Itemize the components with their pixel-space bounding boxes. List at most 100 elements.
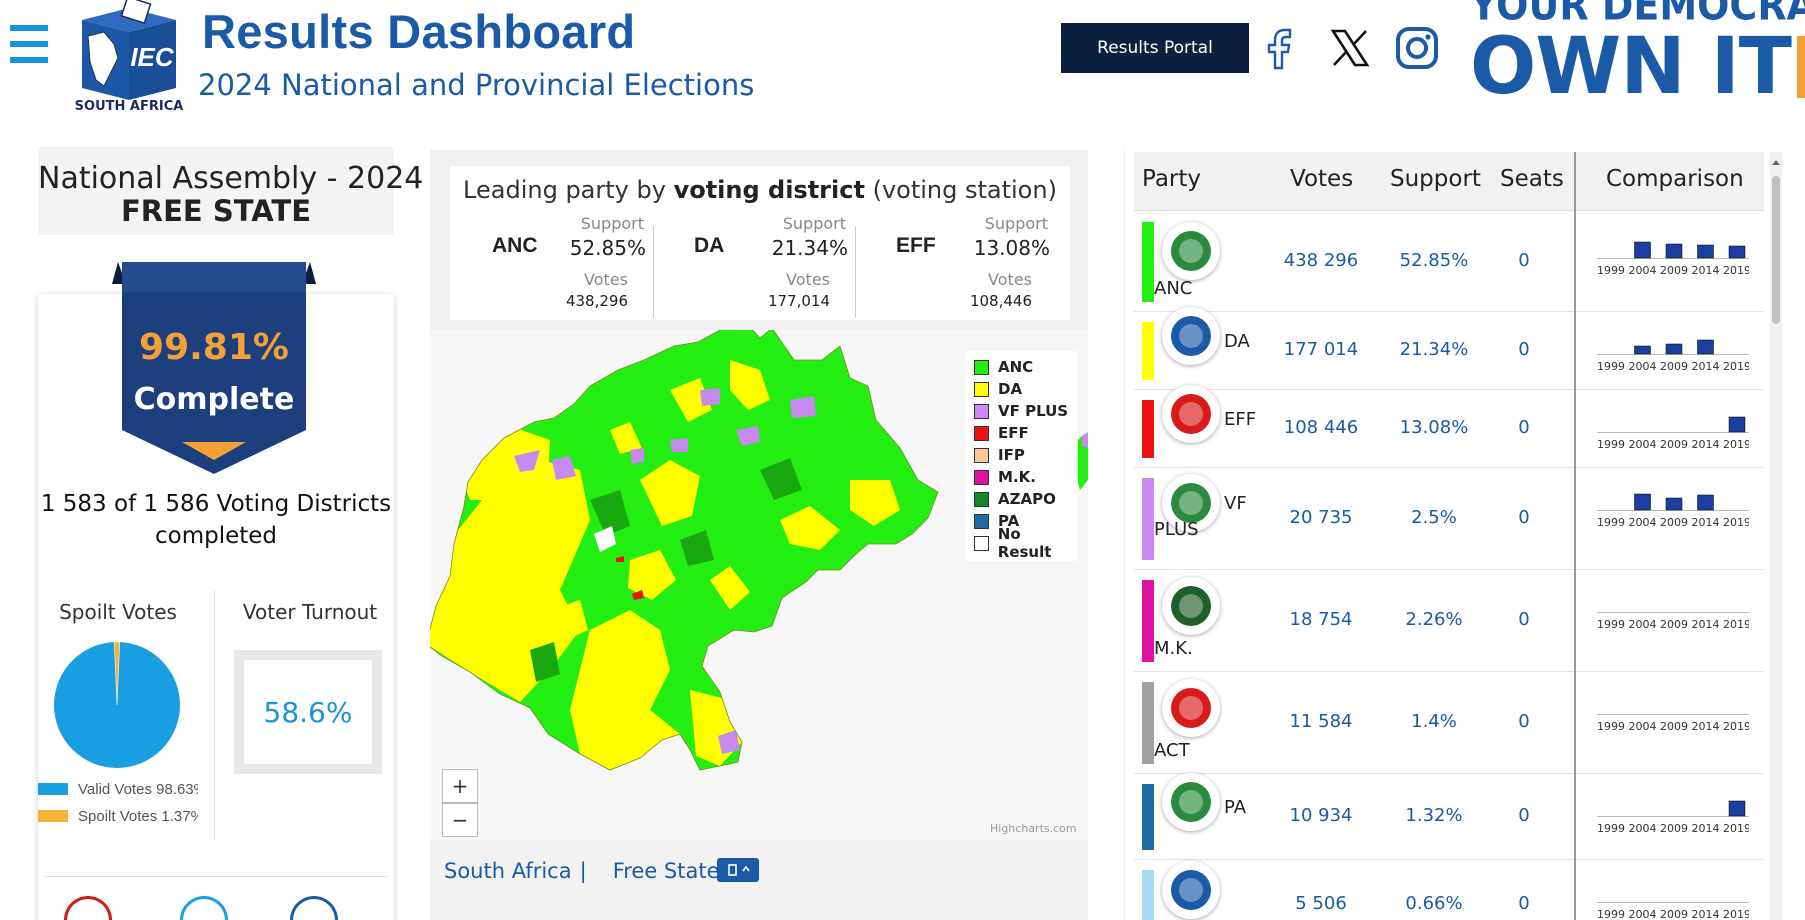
- party-logo-icon[interactable]: [1162, 679, 1220, 737]
- comparison-bar[interactable]: [1697, 244, 1714, 259]
- slogan: YOUR DEMOCRACY OWN IT: [1470, 0, 1805, 106]
- comparison-year-label: 2014: [1692, 908, 1720, 920]
- comparison-chart[interactable]: 1999 2004 2009 2014 2019: [1589, 476, 1749, 532]
- table-row[interactable]: VF PLUS 20 735 2.5% 0 1999 2004 2009 2014 20…: [1134, 468, 1764, 570]
- header-seats[interactable]: Seats: [1500, 166, 1564, 192]
- table-row[interactable]: M.K. 18 754 2.26% 0 1999 2004 2009 2014 2019: [1134, 570, 1764, 672]
- table-scrollbar[interactable]: [1770, 152, 1782, 920]
- comparison-year-label: 1999: [1597, 908, 1625, 920]
- legend-swatch: [38, 783, 68, 795]
- map-view-toggle-button[interactable]: [717, 858, 759, 882]
- party-logo-icon[interactable]: [1162, 773, 1220, 831]
- results-portal-button[interactable]: Results Portal: [1061, 23, 1249, 73]
- legend-spoilt-votes[interactable]: Spoilt Votes 1.37%: [38, 804, 198, 828]
- zoom-out-button[interactable]: −: [442, 803, 478, 837]
- table-scroll-thumb[interactable]: [1772, 176, 1780, 324]
- comparison-bar[interactable]: [1665, 243, 1683, 259]
- comparison-bar[interactable]: [1665, 497, 1683, 511]
- party-color-bar: [1142, 400, 1154, 458]
- comparison-bar[interactable]: [1665, 343, 1683, 355]
- legend-swatch: [974, 513, 989, 529]
- menu-button[interactable]: [10, 25, 48, 63]
- table-row[interactable]: DA 177 014 21.34% 0 1999 2004 2009 2014 2019: [1134, 307, 1764, 390]
- legend-item-no-result[interactable]: No Result: [974, 525, 1078, 561]
- x-link[interactable]: [1326, 22, 1374, 74]
- comparison-bar[interactable]: [1634, 241, 1651, 259]
- comparison-bar[interactable]: [1697, 339, 1714, 355]
- comparison-bar[interactable]: [1728, 245, 1746, 259]
- comparison-chart[interactable]: 1999 2004 2009 2014 2019: [1589, 680, 1749, 736]
- header-party[interactable]: Party: [1142, 166, 1202, 192]
- party-support: 52.85%: [1399, 250, 1469, 271]
- party-color-bar: [1142, 478, 1154, 560]
- legend-swatch: [974, 403, 989, 419]
- table-row[interactable]: ACT 11 584 1.4% 0 1999 2004 2009 2014 2019: [1134, 672, 1764, 774]
- comparison-year-label: 1999: [1597, 360, 1625, 373]
- header-votes[interactable]: Votes: [1290, 166, 1354, 192]
- free-state-map[interactable]: [425, 315, 1088, 840]
- district-map-area[interactable]: [425, 315, 1088, 840]
- comparison-bar[interactable]: [1634, 345, 1651, 355]
- facebook-link[interactable]: [1256, 22, 1304, 74]
- comparison-chart[interactable]: 1999 2004 2009 2014 2019: [1589, 782, 1749, 838]
- party-name: EFF: [1224, 409, 1257, 430]
- map-credits[interactable]: Highcharts.com: [990, 822, 1077, 835]
- comparison-bar[interactable]: [1728, 800, 1746, 817]
- comparison-chart[interactable]: 1999 2004 2009 2014 2019: [1589, 398, 1749, 454]
- comparison-year-label: 2004: [1629, 822, 1657, 835]
- header-comparison[interactable]: Comparison: [1606, 166, 1744, 192]
- comparison-bar[interactable]: [1634, 493, 1651, 511]
- party-logo-icon[interactable]: [1162, 307, 1220, 365]
- table-row[interactable]: 5 506 0.66% 0 1999 2004 2009 2014 2019: [1134, 860, 1764, 920]
- summary-bottom-divider: [44, 876, 388, 877]
- header-support[interactable]: Support: [1390, 166, 1481, 192]
- comparison-bar[interactable]: [1728, 416, 1746, 433]
- comparison-chart[interactable]: 1999 2004 2009 2014 2019: [1589, 224, 1749, 280]
- legend-item-azapo[interactable]: AZAPO: [974, 489, 1056, 509]
- comparison-chart[interactable]: 1999 2004 2009 2014 2019: [1589, 868, 1749, 920]
- breadcrumb-free-state[interactable]: Free State: [612, 859, 720, 883]
- comparison-year-label: 1999: [1597, 264, 1625, 277]
- legend-item-ifp[interactable]: IFP: [974, 445, 1025, 465]
- party-seats: 0: [1518, 507, 1530, 528]
- legend-item-mk[interactable]: M.K.: [974, 467, 1036, 487]
- party-logo-icon[interactable]: [1162, 577, 1220, 635]
- legend-item-vf-plus[interactable]: VF PLUS: [974, 401, 1068, 421]
- scroll-up-arrow[interactable]: [1770, 154, 1782, 170]
- comparison-year-label: 2014: [1692, 822, 1720, 835]
- party-votes: 10 934: [1289, 805, 1353, 826]
- party-seats: 0: [1518, 250, 1530, 271]
- legend-swatch: [974, 469, 989, 485]
- party-name: ANC: [1154, 278, 1193, 299]
- party-support: 0.66%: [1405, 893, 1463, 914]
- table-row[interactable]: ANC 438 296 52.85% 0 1999 2004 2009 2014 201…: [1134, 212, 1764, 312]
- party-logo-icon[interactable]: [1162, 474, 1220, 532]
- legend-item-anc[interactable]: ANC: [974, 357, 1033, 377]
- party-seats: 0: [1518, 805, 1530, 826]
- legend-swatch: [974, 381, 989, 397]
- zoom-in-button[interactable]: +: [442, 769, 478, 803]
- instagram-link[interactable]: [1393, 22, 1441, 74]
- legend-item-pa[interactable]: PA: [974, 511, 1019, 531]
- view-toggle-icon: [728, 864, 750, 876]
- legend-item-eff[interactable]: EFF: [974, 423, 1029, 443]
- comparison-chart[interactable]: 1999 2004 2009 2014 2019: [1589, 320, 1749, 376]
- voter-turnout-title: Voter Turnout: [242, 600, 378, 624]
- pie-slice-spoilt[interactable]: [113, 641, 121, 706]
- table-row[interactable]: PA 10 934 1.32% 0 1999 2004 2009 2014 2019: [1134, 773, 1764, 860]
- comparison-divider: [1574, 152, 1576, 920]
- breadcrumb-south-africa[interactable]: South Africa: [444, 859, 572, 883]
- legend-valid-votes[interactable]: Valid Votes 98.63%: [38, 777, 198, 801]
- comparison-chart[interactable]: 1999 2004 2009 2014 2019: [1589, 578, 1749, 634]
- leader-support: 52.85%: [569, 236, 646, 260]
- party-logo-icon[interactable]: [1162, 385, 1220, 443]
- party-logo-icon[interactable]: [1162, 861, 1220, 919]
- comparison-bar[interactable]: [1697, 494, 1714, 511]
- legend-item-da[interactable]: DA: [974, 379, 1022, 399]
- table-row[interactable]: EFF 108 446 13.08% 0 1999 2004 2009 2014 201…: [1134, 385, 1764, 468]
- leader-separator: [653, 226, 654, 318]
- comparison-year-label: 2014: [1692, 618, 1720, 631]
- districts-status: completed: [154, 523, 278, 549]
- party-logo-icon[interactable]: [1162, 222, 1220, 280]
